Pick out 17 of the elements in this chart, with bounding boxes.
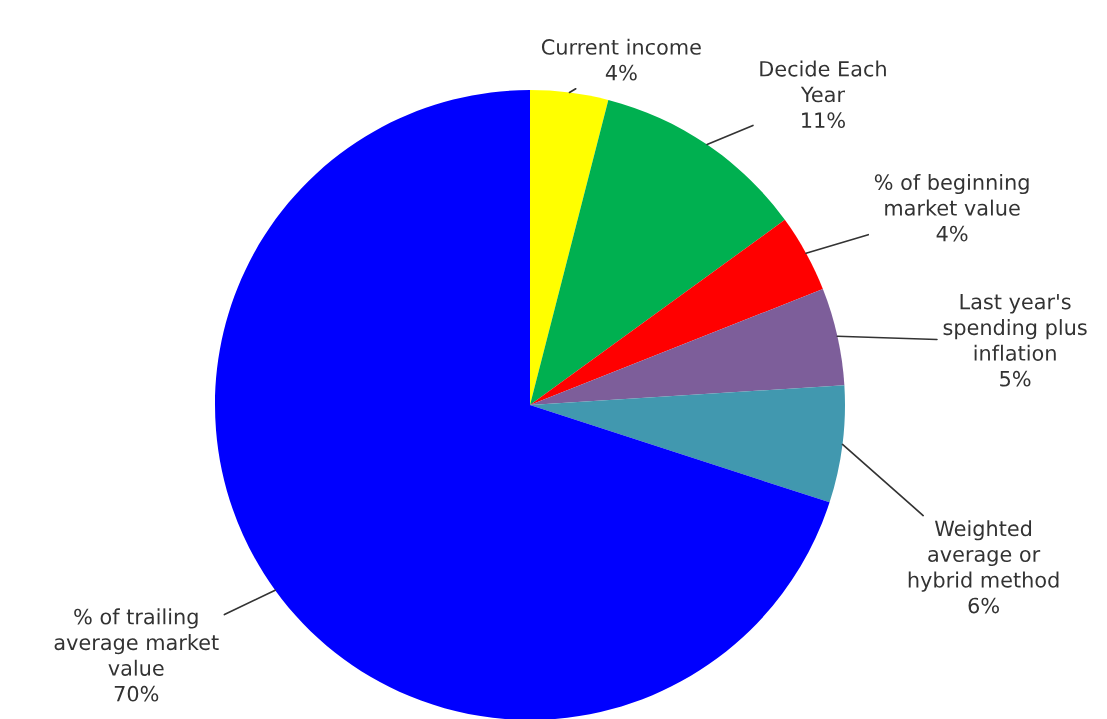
slice-label: Decide Each Year xyxy=(760,60,886,103)
pie-slice xyxy=(530,90,609,405)
data-label: 6% xyxy=(968,597,999,614)
pie-slice xyxy=(530,99,785,405)
data-label: 5% xyxy=(1000,370,1031,387)
slice-label: Current income xyxy=(541,38,701,55)
slice-label: Weighted average or hybrid method xyxy=(908,520,1059,592)
data-label: 4% xyxy=(936,225,968,242)
pie-slice xyxy=(530,385,845,503)
slice-label: % of trailing average market value xyxy=(54,608,219,676)
pie-slice xyxy=(530,289,845,405)
slice-label: Last year's spending plus inflation xyxy=(943,294,1087,361)
pie-slice xyxy=(530,219,823,405)
data-label: 70% xyxy=(114,685,159,702)
data-label: 11% xyxy=(802,112,845,129)
slice-label: % of beginning market value xyxy=(874,173,1029,216)
data-label: 4% xyxy=(605,64,637,81)
